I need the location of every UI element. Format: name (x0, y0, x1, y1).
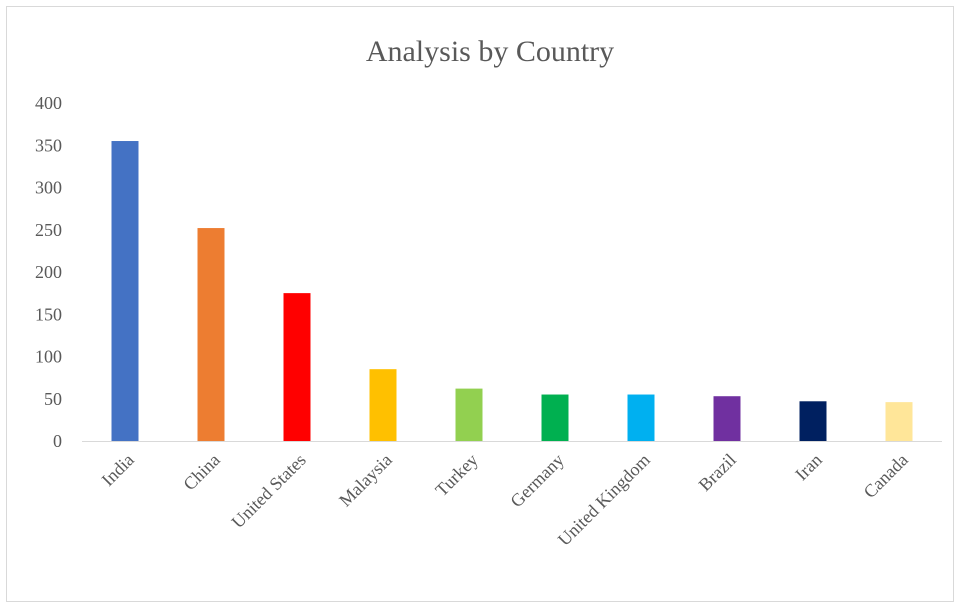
bar-canada (885, 402, 913, 441)
x-tick-label: United Kingdom (554, 450, 654, 550)
x-tick-label: China (179, 450, 224, 495)
y-tick-label: 400 (35, 93, 62, 113)
x-tick-label: Canada (860, 450, 912, 502)
y-tick-label: 150 (35, 304, 62, 324)
bars (111, 141, 913, 441)
x-tick-label: India (98, 450, 138, 490)
bar-malaysia (369, 369, 397, 441)
y-tick-label: 0 (53, 431, 62, 451)
y-tick-label: 100 (35, 347, 62, 367)
y-tick-label: 50 (44, 389, 62, 409)
bar-united-kingdom (627, 394, 655, 441)
bar-china (197, 228, 225, 441)
bar-iran (799, 401, 827, 441)
x-tick-label: Iran (791, 450, 826, 485)
y-tick-label: 250 (35, 220, 62, 240)
x-tick-label: Turkey (431, 450, 481, 500)
chart-title: Analysis by Country (366, 35, 614, 68)
y-tick-label: 350 (35, 135, 62, 155)
bar-germany (541, 394, 569, 441)
x-axis-labels: India China United States Malaysia Turkey Ger… (98, 450, 912, 550)
x-tick-label: United States (227, 450, 309, 532)
bar-brazil (713, 396, 741, 441)
y-tick-label: 200 (35, 262, 62, 282)
chart-frame: Analysis by Country 0 50 100 150 200 250 300 35… (6, 6, 954, 602)
x-tick-label: Brazil (695, 450, 740, 495)
y-tick-label: 300 (35, 178, 62, 198)
x-tick-label: Malaysia (335, 450, 396, 511)
bar-chart: Analysis by Country 0 50 100 150 200 250 300 35… (35, 35, 942, 550)
y-axis: 0 50 100 150 200 250 300 350 400 (35, 93, 62, 451)
bar-turkey (455, 388, 483, 441)
bar-united-states (283, 293, 311, 441)
x-tick-label: Germany (506, 450, 568, 512)
bar-india (111, 141, 139, 441)
